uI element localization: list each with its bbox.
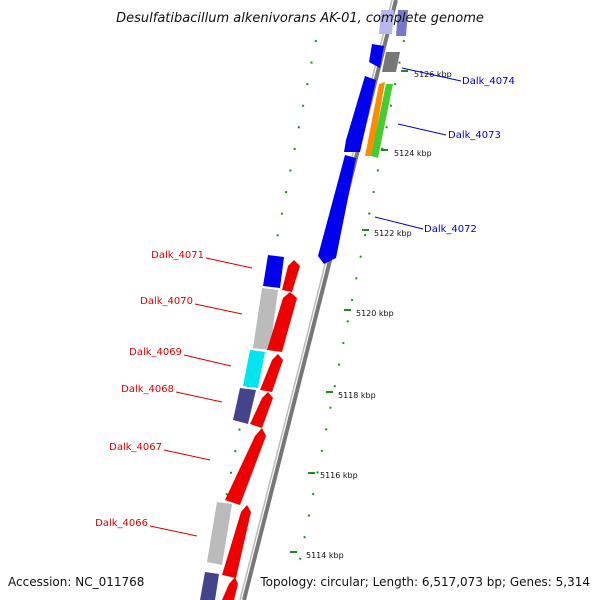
gene-dalk-4070-shape[interactable] [253,288,278,350]
gene-dalk-4066-shape[interactable] [207,502,232,565]
reverse-features [200,255,300,600]
gene-label-dalk-4074[interactable]: Dalk_4074 [462,76,515,87]
navy-bottom [200,572,219,600]
page-title: Desulfatibacillum alkenivorans AK-01, co… [116,11,484,26]
red-arrow-1 [282,260,300,292]
red-arrow-4 [250,392,273,428]
gene-gray-small [382,52,400,72]
gene-dalk-4072-shape[interactable] [318,155,356,264]
gene-label-dalk-4073[interactable]: Dalk_4073 [448,130,501,141]
reverse-leaders [149,257,253,537]
gene-dalk-4068-shape[interactable] [233,388,256,424]
gene-label-dalk-4069[interactable]: Dalk_4069 [129,347,182,358]
gene-label-dalk-4066[interactable]: Dalk_4066 [95,518,148,529]
gene-label-dalk-4067[interactable]: Dalk_4067 [109,442,162,453]
tick-label: 5120 kbp [356,309,394,318]
scale-ticks [290,70,408,553]
reverse-labels: Dalk_4071 Dalk_4070 Dalk_4069 Dalk_4068 … [95,250,204,529]
red-arrow-3 [260,354,283,392]
gene-orange [365,82,385,156]
gene-dalk-4069-shape[interactable] [243,350,265,388]
gene-dalk-4067-shape[interactable] [225,428,266,505]
gene-green [371,84,393,158]
red-arrow-2 [267,292,297,352]
feature-faded-2 [396,10,408,36]
tick-label: 5114 kbp [306,551,344,560]
forward-leaders [374,67,462,230]
tick-label: 5116 kbp [320,471,358,480]
gene-label-dalk-4071[interactable]: Dalk_4071 [151,250,204,261]
red-arrow-6 [222,505,251,578]
gene-dalk-4074-shape[interactable] [369,44,384,68]
gene-label-dalk-4068[interactable]: Dalk_4068 [121,384,174,395]
tick-label: 5118 kbp [338,391,376,400]
tick-label: 5122 kbp [374,229,412,238]
feature-faded [379,10,394,34]
accession-text: Accession: NC_011768 [8,575,144,589]
gene-dalk-4073-shape[interactable] [344,76,376,152]
forward-features [318,10,408,264]
red-arrow-7 [222,577,238,600]
tick-label: 5124 kbp [394,149,432,158]
genome-summary-text: Topology: circular; Length: 6,517,073 bp… [259,575,590,589]
gene-label-dalk-4072[interactable]: Dalk_4072 [424,224,477,235]
forward-labels: Dalk_4074 Dalk_4073 Dalk_4072 [424,76,515,235]
gene-label-dalk-4070[interactable]: Dalk_4070 [140,296,193,307]
gene-dalk-4071-shape[interactable] [263,255,284,288]
